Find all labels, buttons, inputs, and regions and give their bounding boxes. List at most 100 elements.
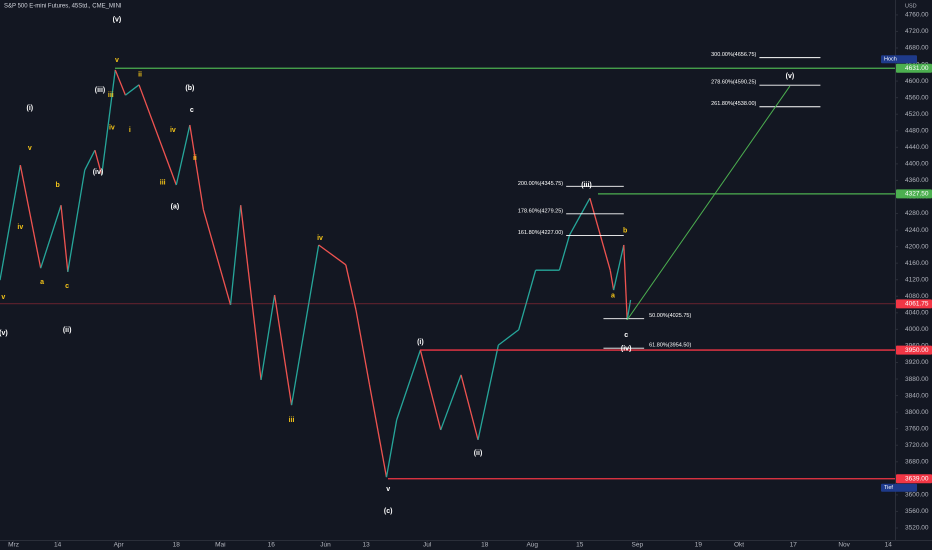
level-name: Hoch: [884, 57, 897, 63]
wave-label: (ii): [474, 450, 483, 457]
price-segment: [440, 374, 462, 431]
y-tick-label: 3520.00: [905, 525, 929, 532]
fib-label: 161.80%(4227.00): [518, 230, 563, 236]
price-segment: [138, 84, 177, 186]
price-segment: [558, 234, 571, 271]
price-segment: [460, 374, 479, 441]
level-name: Tief: [884, 485, 893, 491]
price-segment: [84, 149, 96, 171]
x-tick-label: Aug: [526, 542, 538, 549]
level-tag: 3950.00: [905, 347, 929, 354]
x-tick-label: Mrz: [8, 542, 19, 549]
x-tick-label: Jun: [320, 542, 331, 549]
wave-label: iv: [170, 127, 176, 134]
wave-label: c: [624, 332, 628, 339]
price-segment: [40, 205, 62, 269]
y-tick-label: 3920.00: [905, 359, 929, 366]
wave-label: iii: [160, 180, 166, 187]
wave-label: iv: [317, 235, 323, 242]
wave-label: i: [129, 127, 131, 134]
price-segment: [0, 164, 21, 281]
wave-label: (i): [417, 339, 424, 346]
level-tag: 4631.00: [905, 65, 929, 72]
x-tick-label: 17: [790, 542, 798, 549]
x-tick-label: 14: [54, 542, 62, 549]
wave-label: c: [65, 283, 69, 290]
price-segment: [175, 124, 191, 186]
y-tick-label: 4720.00: [905, 28, 929, 35]
x-tick-label: Nov: [838, 542, 850, 549]
price-segment: [419, 349, 442, 431]
y-tick-label: 4160.00: [905, 260, 929, 267]
fib-label: 178.60%(4279.25): [518, 208, 563, 214]
wave-label: v: [386, 486, 390, 493]
y-tick-label: 4440.00: [905, 144, 929, 151]
y-tick-label: 4280.00: [905, 210, 929, 217]
price-segment: [229, 205, 242, 306]
level-tag-bg: [896, 189, 932, 199]
price-segment: [612, 244, 625, 291]
x-tick-label: Apr: [114, 542, 125, 549]
fib-label: 278.60%(4590.25): [711, 80, 756, 86]
price-segment: [477, 344, 499, 440]
fib-label: 200.00%(4345.75): [518, 181, 563, 187]
price-segment: [67, 169, 86, 272]
x-tick-label: 14: [885, 542, 893, 549]
wave-label: iii: [289, 417, 295, 424]
y-tick-label: 4200.00: [905, 243, 929, 250]
price-segment: [60, 205, 69, 272]
wave-label: (iii): [95, 87, 106, 94]
wave-label: (v): [0, 330, 8, 337]
price-segment: [260, 294, 276, 380]
fib-label: 61.80%(3954.50): [649, 343, 691, 349]
price-segment: [345, 264, 357, 311]
wave-label: a: [611, 293, 615, 300]
wave-label: (ii): [63, 327, 72, 334]
wave-label: c: [190, 107, 194, 114]
x-tick-label: 18: [173, 542, 181, 549]
wave-label: ii: [138, 72, 142, 79]
y-tick-label: 4360.00: [905, 177, 929, 184]
price-segment: [518, 270, 537, 330]
wave-label: (iv): [621, 346, 632, 353]
wave-label: iv: [17, 224, 23, 231]
y-tick-label: 3600.00: [905, 492, 929, 499]
price-segment: [623, 244, 628, 320]
wave-label: (iv): [93, 169, 104, 176]
y-tick-label: 3880.00: [905, 376, 929, 383]
level-tag-bg: [896, 345, 932, 355]
wave-label: a: [40, 279, 44, 286]
y-tick-label: 4560.00: [905, 94, 929, 101]
chart-title: S&P 500 E-mini Futures, 45Std., CME_MINI: [4, 4, 122, 10]
y-tick-label: 3760.00: [905, 425, 929, 432]
level-tag: 4061.75: [905, 301, 929, 308]
wave-label: b: [623, 228, 627, 235]
wave-label: ii: [193, 155, 197, 162]
x-tick-label: 15: [576, 542, 584, 549]
x-tick-label: 19: [695, 542, 703, 549]
x-tick-label: Mai: [215, 542, 225, 549]
fib-label: 50.00%(4025.75): [649, 313, 691, 319]
y-tick-label: 4000.00: [905, 326, 929, 333]
y-tick-label: 4120.00: [905, 276, 929, 283]
price-segment: [626, 299, 632, 320]
y-tick-label: 4600.00: [905, 78, 929, 85]
price-segment: [609, 270, 615, 291]
y-tick-label: 4760.00: [905, 12, 929, 19]
price-segment: [19, 164, 42, 269]
y-tick-label: 4080.00: [905, 293, 929, 300]
y-tick-label: 3560.00: [905, 508, 929, 515]
y-tick-label: 3800.00: [905, 409, 929, 416]
x-tick-label: 13: [363, 542, 371, 549]
y-tick-label: 3840.00: [905, 392, 929, 399]
price-segment: [240, 205, 262, 380]
y-tick-label: 3720.00: [905, 442, 929, 449]
y-tick-label: 4240.00: [905, 227, 929, 234]
price-segment: [355, 309, 371, 385]
wave-label: (i): [27, 105, 34, 112]
x-tick-label: Okt: [734, 542, 744, 549]
wave-label: (b): [185, 85, 194, 92]
fib-label: 261.80%(4538.00): [711, 101, 756, 107]
